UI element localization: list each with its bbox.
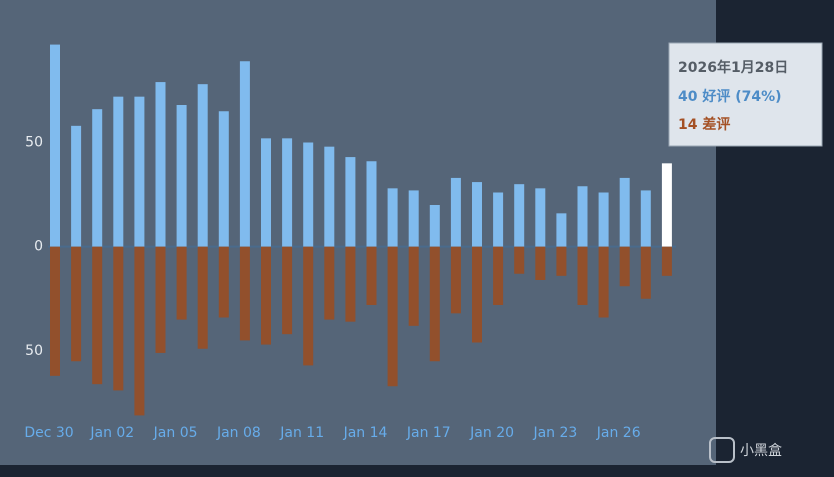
bar bbox=[71, 246, 82, 362]
bar bbox=[282, 246, 293, 335]
x-tick-label: Jan 17 bbox=[406, 425, 451, 441]
y-tick-label: 50 bbox=[25, 343, 43, 359]
bar bbox=[50, 44, 60, 247]
bar bbox=[450, 246, 461, 314]
bar bbox=[155, 82, 166, 247]
bar bbox=[640, 190, 651, 247]
y-tick-label: 0 bbox=[34, 239, 43, 255]
bar bbox=[493, 246, 504, 305]
bar bbox=[92, 109, 103, 247]
x-tick-label: Jan 05 bbox=[153, 425, 198, 441]
bar bbox=[577, 186, 588, 247]
bar bbox=[535, 246, 546, 280]
bar bbox=[239, 61, 250, 247]
bar bbox=[324, 146, 335, 247]
x-tick-label: Jan 08 bbox=[216, 425, 261, 441]
bar bbox=[408, 246, 419, 326]
bar bbox=[387, 246, 398, 387]
bar bbox=[176, 246, 187, 320]
bar bbox=[366, 161, 377, 247]
bar bbox=[113, 246, 124, 391]
bar bbox=[134, 96, 145, 247]
bar bbox=[134, 246, 145, 416]
bar bbox=[661, 246, 672, 276]
bar bbox=[472, 182, 482, 247]
tooltip-negative: 14 差评 bbox=[678, 116, 730, 133]
bar bbox=[619, 246, 630, 287]
x-tick-label: Jan 26 bbox=[596, 425, 641, 441]
tooltip-box bbox=[668, 42, 823, 147]
bar bbox=[535, 188, 546, 247]
bar bbox=[387, 188, 398, 247]
tooltip: 2026年1月28日 40 好评 (74%) 14 差评 bbox=[668, 42, 823, 147]
bar bbox=[155, 246, 166, 353]
y-tick-label: 50 bbox=[25, 135, 43, 151]
bar bbox=[366, 246, 377, 305]
watermark-text: 小黑盒 bbox=[740, 442, 782, 459]
bar bbox=[261, 246, 271, 345]
bar bbox=[218, 111, 229, 247]
bar bbox=[556, 213, 567, 247]
bar bbox=[514, 184, 525, 247]
bar bbox=[493, 192, 504, 247]
bar bbox=[514, 246, 525, 274]
bar bbox=[113, 96, 124, 247]
bar bbox=[197, 84, 208, 247]
bar bbox=[92, 246, 103, 385]
bar bbox=[472, 246, 482, 343]
bar bbox=[429, 205, 440, 247]
bar bbox=[345, 157, 356, 247]
x-tick-label: Jan 11 bbox=[279, 425, 324, 441]
bar bbox=[556, 246, 567, 276]
tooltip-positive: 40 好评 (74%) bbox=[678, 88, 782, 105]
bar bbox=[640, 246, 651, 299]
bar bbox=[598, 192, 609, 247]
bar bbox=[619, 177, 630, 247]
watermark-icon bbox=[709, 437, 735, 463]
bar bbox=[408, 190, 419, 247]
bar bbox=[176, 105, 187, 247]
bar bbox=[261, 138, 271, 247]
tooltip-date: 2026年1月28日 bbox=[678, 59, 788, 76]
bar bbox=[450, 177, 461, 247]
x-tick-label: Jan 02 bbox=[89, 425, 134, 441]
bar bbox=[661, 163, 672, 247]
bar bbox=[239, 246, 250, 341]
bar bbox=[282, 138, 293, 247]
bar bbox=[197, 246, 208, 349]
x-tick-label: Dec 30 bbox=[24, 425, 73, 441]
bar bbox=[50, 246, 60, 376]
bar bbox=[577, 246, 588, 305]
x-tick-label: Jan 14 bbox=[343, 425, 388, 441]
bar bbox=[71, 125, 82, 247]
bar bbox=[218, 246, 229, 318]
bar bbox=[303, 246, 314, 366]
bar bbox=[598, 246, 609, 318]
watermark: 小黑盒 bbox=[709, 437, 782, 463]
bar bbox=[303, 142, 314, 247]
bar bbox=[429, 246, 440, 362]
bar bbox=[345, 246, 356, 322]
x-tick-label: Jan 20 bbox=[469, 425, 514, 441]
bar bbox=[324, 246, 335, 320]
x-tick-label: Jan 23 bbox=[532, 425, 577, 441]
